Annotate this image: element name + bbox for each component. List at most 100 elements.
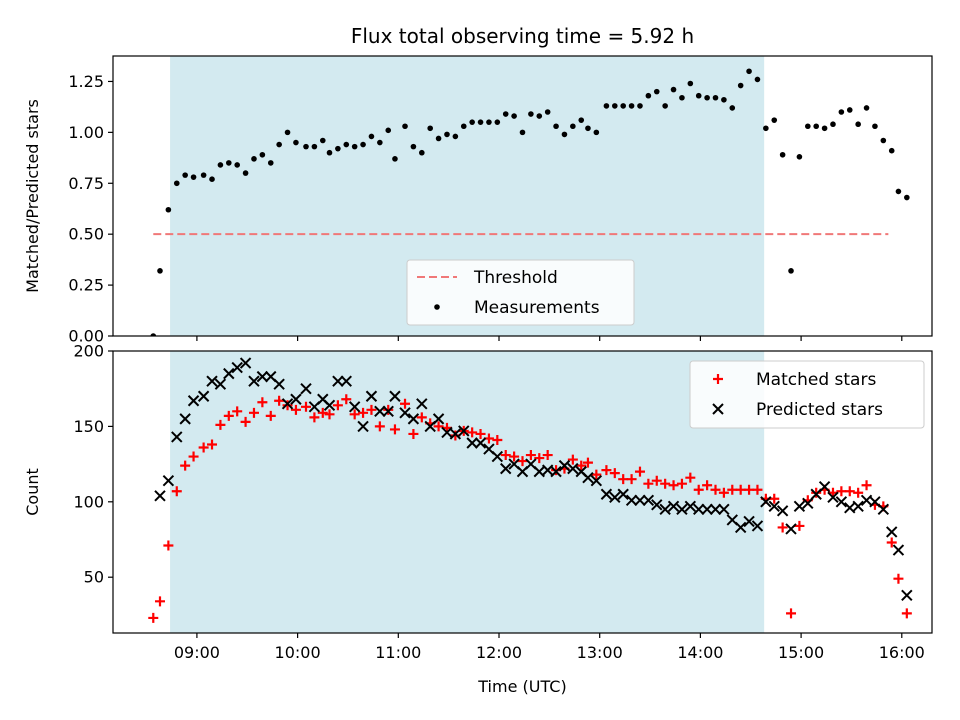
measurement-point [821, 125, 828, 132]
matched-star-point [601, 465, 612, 476]
matched-star-point [702, 480, 713, 491]
measurement-point [578, 117, 585, 123]
legend-threshold-label: Threshold [473, 268, 558, 288]
matched-star-point [154, 596, 165, 607]
predicted-star-point [248, 375, 260, 387]
predicted-star-point [491, 450, 504, 463]
matched-star-point [844, 486, 855, 497]
legend-predicted-label: Predicted stars [756, 400, 883, 420]
predicted-star-point [223, 367, 235, 380]
matched-star-point [893, 573, 904, 584]
measurement-point [805, 123, 811, 130]
measurement-point [872, 123, 878, 130]
measurement-point [251, 156, 257, 162]
predicted-star-point [793, 500, 806, 513]
measurement-point [628, 103, 635, 109]
matched-star-point [188, 451, 199, 462]
axes-frame [112, 55, 933, 337]
predicted-star-point [382, 405, 394, 418]
predicted-star-point [154, 490, 166, 502]
y-tick-label: 0.50 [68, 225, 104, 244]
measurement-point [173, 180, 180, 187]
matched-star-point [676, 478, 687, 489]
measurement-point [695, 92, 702, 99]
measurement-point [157, 268, 163, 274]
x-tick-label: 11:00 [375, 643, 421, 662]
matched-star-point [591, 469, 602, 480]
predicted-star-point [852, 500, 864, 513]
matched-star-point [517, 456, 528, 467]
measurement-point [360, 141, 366, 148]
axes-frame [112, 350, 933, 634]
predicted-star-point [785, 523, 797, 535]
predicted-star-point [458, 425, 470, 437]
measurement-point [670, 86, 677, 93]
y-axis-label: Matched/Predicted stars [23, 99, 42, 293]
matched-star-point [651, 475, 662, 486]
predicted-star-point [162, 474, 175, 487]
matched-star-point [366, 404, 377, 415]
measurement-point [469, 119, 475, 125]
measurement-point [536, 113, 543, 119]
predicted-star-point [734, 521, 747, 534]
measurement-point [209, 176, 215, 182]
matched-star-point [901, 608, 912, 619]
measurement-point [410, 143, 417, 150]
predicted-star-point [500, 462, 512, 475]
predicted-star-point [179, 413, 191, 425]
measurement-point [385, 127, 392, 134]
measurement-point [553, 123, 559, 130]
matched-star-point [248, 407, 259, 418]
matched-star-point [769, 493, 780, 504]
predicted-star-point [206, 375, 218, 387]
matched-star-point [171, 486, 182, 497]
y-tick-label: 0.25 [68, 276, 104, 295]
measurement-point [460, 123, 467, 130]
predicted-star-point [466, 437, 478, 449]
predicted-star-point [171, 431, 183, 443]
measurement-point [712, 94, 719, 101]
measurement-point [880, 137, 887, 144]
measurement-point [763, 125, 769, 132]
predicted-star-point [281, 398, 294, 410]
measurement-point [377, 139, 383, 146]
measurement-point [855, 121, 861, 128]
matched-star-point [317, 407, 328, 418]
measurement-point [585, 125, 591, 132]
measurement-point [813, 123, 819, 130]
matched-star-point [744, 484, 755, 495]
measurement-point [771, 117, 778, 123]
predicted-star-point [617, 488, 629, 500]
measurement-point [284, 129, 291, 136]
measurement-point [593, 129, 600, 136]
observing-window-span [170, 351, 765, 633]
measurement-point [293, 139, 299, 146]
measurement-point [603, 103, 610, 109]
matched-star-point [567, 454, 578, 465]
matched-star-point [752, 484, 763, 495]
measurement-point [242, 170, 249, 176]
measurement-point [343, 141, 350, 148]
measurement-point [687, 80, 694, 87]
matched-star-point [232, 406, 243, 417]
matched-star-point [383, 404, 394, 415]
predicted-star-point [600, 488, 613, 500]
matched-star-point [509, 451, 520, 462]
measurement-point [544, 109, 551, 115]
measurement-point [267, 160, 274, 166]
matched-star-point [240, 416, 251, 427]
predicted-star-point [743, 515, 755, 528]
y-tick-label: 1.25 [68, 72, 104, 91]
measurement-point [788, 268, 794, 274]
matched-star-point [643, 478, 654, 489]
matched-star-point [408, 428, 419, 439]
predicted-star-point [197, 390, 210, 402]
matched-star-point [282, 400, 293, 411]
matched-star-point [534, 453, 545, 464]
matched-star-point [811, 487, 822, 498]
measurement-point [612, 103, 618, 109]
measurement-point [335, 145, 341, 152]
matched-star-point [198, 442, 209, 453]
measurement-point [311, 143, 318, 150]
plot-area [148, 351, 913, 633]
